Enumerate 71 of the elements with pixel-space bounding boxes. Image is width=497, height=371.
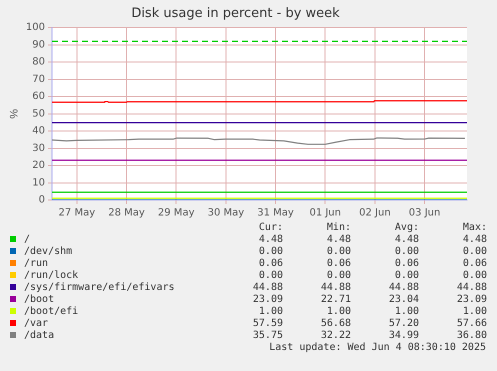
text: 32.22 [320, 330, 351, 342]
text: 23.04 [388, 294, 419, 306]
text: 44.88 [252, 282, 283, 294]
legend-label: /dev/shm [23, 246, 74, 258]
text: 0.00 [394, 246, 419, 258]
text: Last update: Wed Jun 4 08:30:10 2025 [268, 342, 486, 354]
text: 44.88 [320, 282, 351, 294]
text: 0.00 [326, 270, 351, 282]
text: 0.06 [394, 258, 419, 270]
text: 4.48 [326, 234, 351, 246]
x-tick-label: 30 May [208, 208, 244, 219]
x-tick-label: 02 Jun [359, 208, 391, 219]
text: 44.88 [388, 282, 419, 294]
legend-label: /var [23, 318, 50, 330]
y-tick-label: 100 [26, 22, 45, 34]
text: 0.06 [326, 258, 351, 270]
y-tick-label: 30 [32, 142, 45, 154]
x-tick-label: 03 Jun [408, 208, 440, 219]
text: 0.00 [462, 246, 487, 258]
text: 1.00 [258, 306, 283, 318]
chart-title: Disk usage in percent - by week [131, 6, 340, 22]
text: 57.59 [252, 318, 283, 330]
x-tick-label: 28 May [108, 208, 145, 219]
text: 0.00 [394, 270, 419, 282]
legend-label: / [23, 234, 32, 246]
x-tick-label: 27 May [58, 208, 96, 219]
text: 4.48 [394, 234, 419, 246]
y-tick-label: 70 [32, 74, 45, 85]
text: 56.68 [320, 318, 351, 330]
text: 22.71 [320, 294, 351, 306]
text: 34.99 [388, 330, 419, 342]
x-tick-label: 31 May [257, 208, 294, 219]
y-tick-label: 40 [32, 126, 45, 137]
text: 1.00 [394, 306, 419, 318]
y-tick-label: 50 [32, 108, 45, 120]
text: Max: [462, 222, 487, 234]
y-axis-title: % [8, 108, 21, 119]
text: 1.00 [326, 306, 351, 318]
y-tick-label: 60 [32, 91, 45, 102]
y-tick-label: 0 [38, 194, 45, 206]
text: 23.09 [456, 294, 487, 306]
text: 57.20 [388, 318, 419, 330]
text: 0.00 [326, 246, 351, 258]
legend-label: /data [23, 330, 56, 342]
text: 36.80 [456, 330, 487, 342]
legend-label: /run/lock [23, 270, 80, 282]
y-tick-label: 90 [32, 39, 45, 50]
legend-label: /sys/firmware/efi/efivars [23, 282, 176, 294]
text: 4.48 [462, 234, 487, 246]
text: 1.00 [462, 306, 487, 318]
text: 0.06 [258, 258, 283, 270]
y-tick-label: 10 [32, 177, 45, 188]
text: 57.66 [456, 318, 487, 330]
text: 0.00 [462, 270, 487, 282]
text: Min: [326, 222, 351, 234]
legend-label: /run [23, 258, 50, 270]
y-tick-label: 80 [32, 56, 45, 68]
legend-label: /boot/efi [23, 306, 80, 318]
x-tick-label: 01 Jun [309, 208, 341, 219]
legend-label: /boot [23, 294, 56, 306]
text: 0.00 [258, 246, 283, 258]
text: Cur: [258, 222, 283, 234]
text: 4.48 [258, 234, 283, 246]
text: 23.09 [252, 294, 283, 306]
y-tick-label: 20 [32, 160, 45, 172]
text: 35.75 [252, 330, 283, 342]
text: Avg: [394, 222, 419, 234]
x-tick-label: 29 May [158, 208, 195, 219]
text: 0.00 [258, 270, 283, 282]
text: 44.88 [456, 282, 487, 294]
text: 0.06 [462, 258, 487, 270]
